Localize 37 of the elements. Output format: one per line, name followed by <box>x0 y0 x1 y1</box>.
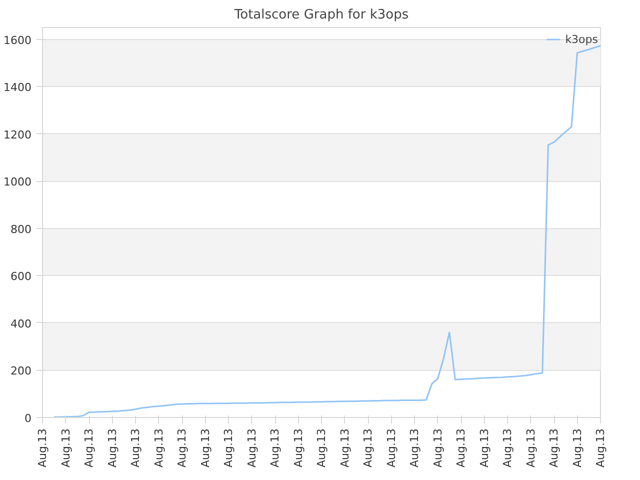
x-tick-label: Aug.13 <box>222 428 235 468</box>
x-tick-label: Aug.13 <box>315 428 328 468</box>
x-tick-label: Aug.13 <box>129 428 142 468</box>
x-tick-label: Aug.13 <box>454 428 468 468</box>
x-tick-label: Aug.13 <box>198 428 212 468</box>
x-tick-label: Aug.13 <box>268 428 282 468</box>
x-tick-label: Aug.13 <box>338 428 352 468</box>
x-tick-label: Aug.13 <box>384 428 398 468</box>
x-tick-label: Aug.13 <box>524 428 538 468</box>
x-tick-label: Aug.13 <box>594 428 607 468</box>
y-tick-label: 1600 <box>4 34 32 47</box>
y-tick-label: 800 <box>10 222 32 236</box>
x-tick-label: Aug.13 <box>82 428 96 468</box>
x-tick-label: Aug.13 <box>478 428 491 468</box>
legend-label: k3ops <box>565 32 598 46</box>
x-tick-label: Aug.13 <box>292 428 305 468</box>
x-tick-label: Aug.13 <box>408 428 421 468</box>
line-series <box>53 44 600 418</box>
x-tick-label: Aug.13 <box>570 428 584 468</box>
y-tick-label: 0 <box>24 412 32 425</box>
x-tick-label: Aug.13 <box>152 428 166 468</box>
y-tick-label: 1400 <box>4 81 32 94</box>
x-tick-label: Aug.13 <box>176 428 188 468</box>
x-tick-label: Aug.13 <box>501 428 514 468</box>
x-tick-label: Aug.13 <box>59 428 72 468</box>
x-tick-label: Aug.13 <box>106 428 119 468</box>
y-tick-label: 200 <box>10 364 32 378</box>
x-tick-label: Aug.13 <box>431 428 444 468</box>
x-tick-label: Aug.13 <box>548 428 560 468</box>
y-tick-label: 1200 <box>4 128 32 142</box>
chart-title: Totalscore Graph for k3ops <box>233 8 409 22</box>
y-tick-label: 1000 <box>4 176 32 189</box>
y-tick-label: 400 <box>10 317 32 330</box>
x-tick-label: Aug.13 <box>245 428 258 468</box>
y-tick-label: 600 <box>10 270 32 284</box>
x-tick-label: Aug.13 <box>362 428 374 468</box>
x-tick-label: Aug.13 <box>36 428 49 468</box>
